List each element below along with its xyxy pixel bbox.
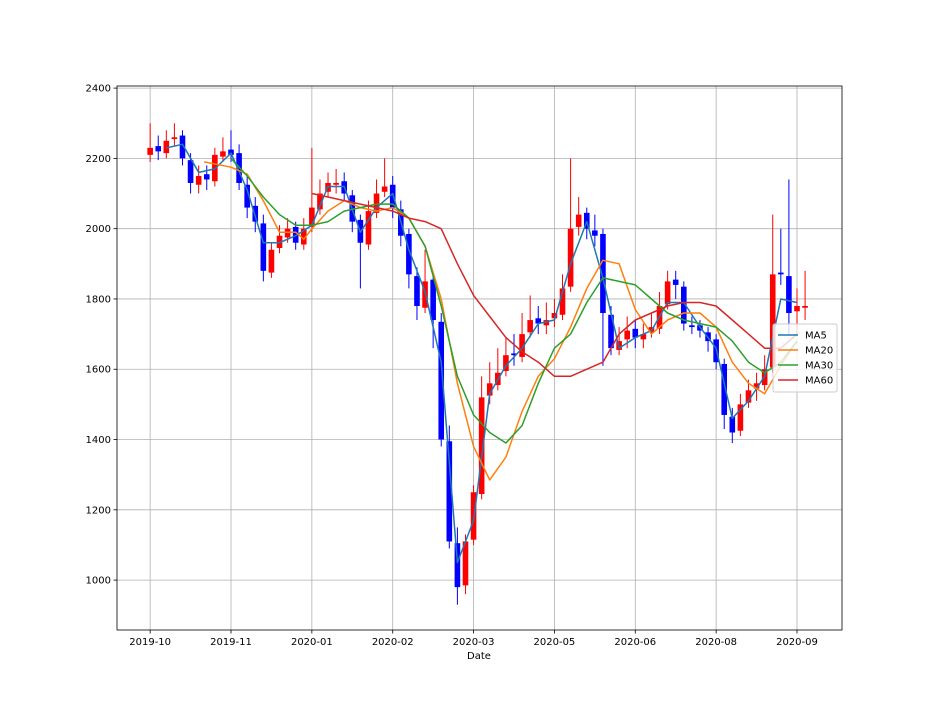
candle-body bbox=[317, 193, 323, 210]
candle-body bbox=[300, 228, 307, 245]
legend-box bbox=[772, 323, 838, 393]
candle-body bbox=[228, 149, 234, 155]
y-tick-label: 2200 bbox=[86, 154, 111, 165]
legend-label: MA20 bbox=[805, 346, 833, 357]
candle-body bbox=[600, 233, 606, 314]
candle-body bbox=[608, 314, 614, 349]
ma-line bbox=[203, 161, 798, 481]
x-tick-label: 2020-02 bbox=[372, 637, 414, 648]
candle-body bbox=[794, 305, 800, 312]
candle-body bbox=[575, 214, 582, 227]
candle-body bbox=[333, 182, 339, 185]
ma-line bbox=[166, 143, 798, 564]
y-tick-label: 1800 bbox=[86, 294, 111, 305]
candle-body bbox=[664, 281, 671, 305]
candle-body bbox=[802, 305, 808, 308]
candle-body bbox=[527, 320, 533, 333]
candle-body bbox=[406, 233, 412, 275]
candle-body bbox=[438, 321, 445, 440]
candle-body bbox=[163, 140, 170, 154]
x-tick-label: 2020-05 bbox=[534, 637, 576, 648]
candle-body bbox=[155, 146, 162, 152]
candle-body bbox=[672, 279, 679, 285]
candle-body bbox=[583, 212, 590, 229]
candle-body bbox=[632, 328, 639, 338]
candle-body bbox=[220, 151, 226, 157]
candle-body bbox=[721, 363, 728, 415]
candle-body bbox=[745, 390, 752, 403]
candle-body bbox=[559, 288, 566, 315]
candle-body bbox=[567, 228, 574, 287]
candle-body bbox=[519, 334, 525, 357]
candle-body bbox=[244, 184, 250, 208]
candle-body bbox=[284, 228, 291, 238]
candle-body bbox=[551, 313, 558, 319]
candle-body bbox=[592, 230, 598, 236]
legend: MA5 MA20 MA30 MA60 bbox=[772, 323, 838, 393]
candle-body bbox=[624, 330, 630, 340]
candle-body bbox=[414, 276, 420, 306]
candle-body bbox=[276, 235, 283, 249]
candle-body bbox=[260, 223, 267, 271]
candle-body bbox=[195, 175, 202, 185]
candle-body bbox=[446, 441, 453, 542]
legend-label: MA30 bbox=[805, 361, 833, 372]
candle-body bbox=[179, 135, 186, 159]
x-tick-label: 2020-03 bbox=[453, 637, 495, 648]
candle-body bbox=[680, 286, 687, 324]
x-tick-label: 2020-09 bbox=[776, 637, 818, 648]
candle-body bbox=[171, 137, 178, 140]
candle-body bbox=[769, 274, 776, 368]
candle-body bbox=[640, 334, 647, 340]
candle-body bbox=[462, 541, 469, 586]
candle-body bbox=[778, 272, 784, 275]
y-tick-label: 2000 bbox=[86, 224, 111, 235]
ma-line bbox=[311, 192, 798, 378]
y-tick-label: 2400 bbox=[86, 84, 111, 95]
candle-body bbox=[737, 404, 744, 431]
candle-body bbox=[503, 355, 509, 372]
candle-body bbox=[478, 397, 485, 494]
y-tick-label: 1000 bbox=[86, 576, 111, 587]
x-tick-label: 2020-01 bbox=[291, 637, 333, 648]
candle-body bbox=[373, 193, 380, 213]
candle-body bbox=[511, 353, 517, 356]
x-tick-label: 2019-11 bbox=[210, 637, 252, 648]
candle-body bbox=[203, 174, 210, 180]
x-tick-label: 2020-06 bbox=[614, 637, 656, 648]
x-tick-label: 2019-10 bbox=[129, 637, 171, 648]
candle-body bbox=[147, 147, 153, 155]
candle-body bbox=[187, 160, 194, 183]
x-axis-label: Date bbox=[467, 651, 491, 662]
candle-body bbox=[786, 276, 792, 314]
candle-body bbox=[729, 416, 736, 433]
candle-body bbox=[430, 279, 436, 321]
y-tick-label: 1400 bbox=[86, 435, 111, 446]
candle-body bbox=[252, 205, 259, 222]
y-tick-label: 1600 bbox=[86, 365, 111, 376]
candle-body bbox=[268, 249, 275, 273]
legend-label: MA5 bbox=[805, 331, 827, 342]
candle-body bbox=[381, 186, 388, 192]
candle-body bbox=[486, 383, 493, 396]
candle-body bbox=[454, 543, 461, 588]
candle-body bbox=[365, 211, 372, 245]
legend-label: MA60 bbox=[805, 376, 833, 387]
candle-body bbox=[309, 207, 315, 227]
ma-line bbox=[230, 157, 798, 444]
y-tick-label: 1200 bbox=[86, 505, 111, 516]
x-tick-label: 2020-08 bbox=[695, 637, 737, 648]
candle-body bbox=[543, 320, 550, 326]
candle-body bbox=[535, 318, 542, 324]
candle-body bbox=[689, 325, 695, 328]
candle-body bbox=[753, 383, 760, 389]
axes-frame bbox=[116, 85, 843, 631]
